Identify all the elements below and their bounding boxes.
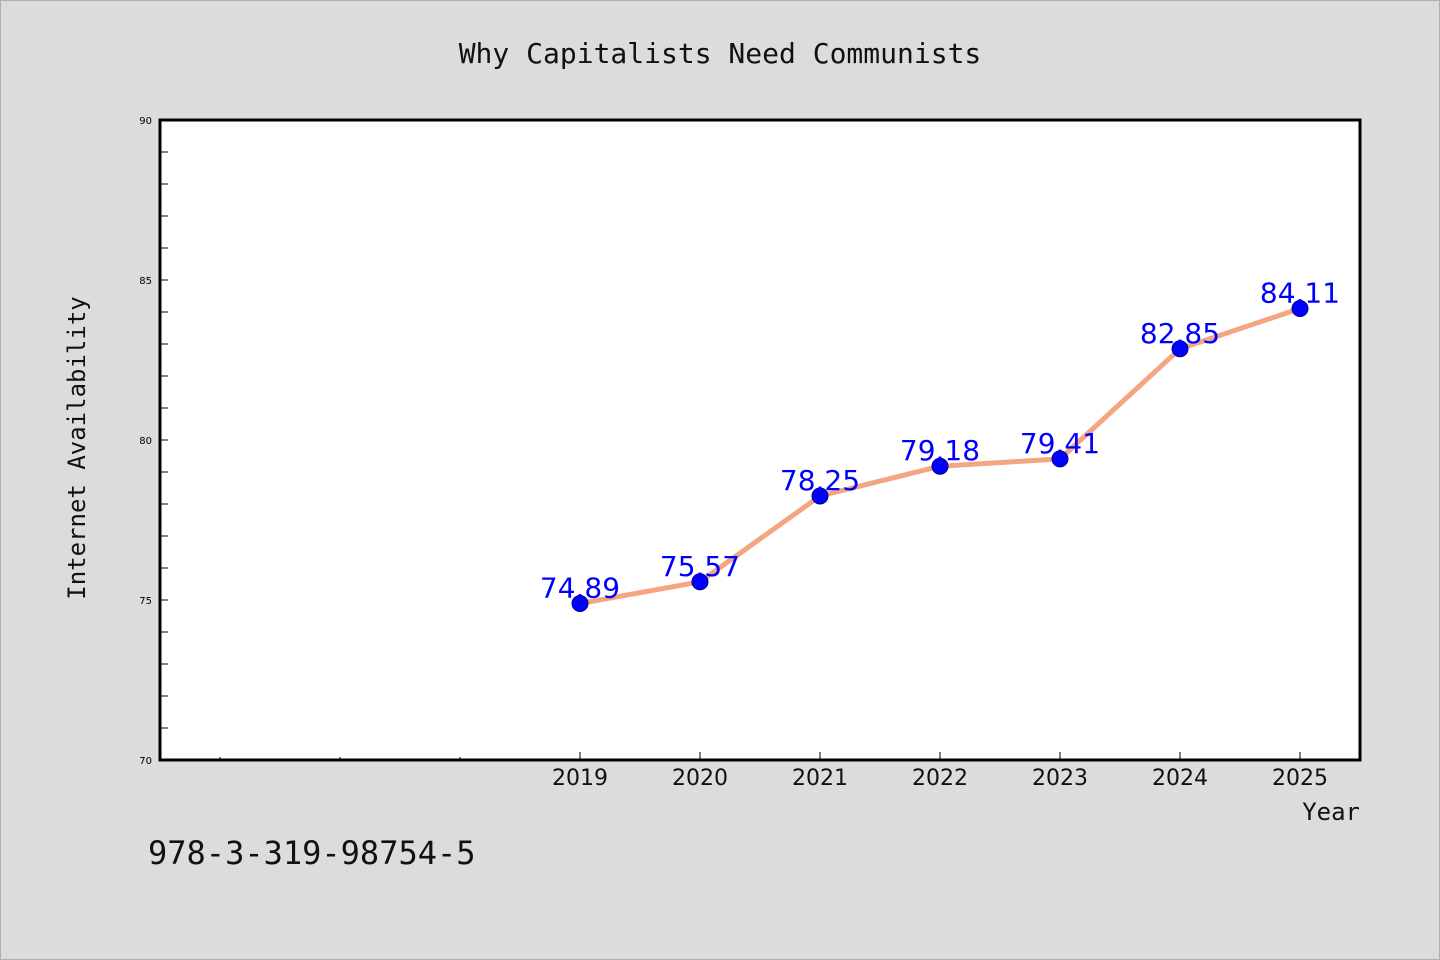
- y-tick-label: 80: [139, 436, 152, 447]
- data-label: 74.89: [540, 572, 620, 605]
- data-point: [1291, 299, 1309, 317]
- x-tick-label: 2020: [672, 766, 728, 791]
- y-axis-label: Internet Availability: [63, 296, 91, 599]
- y-axis: 70 75 80 85 90: [139, 116, 168, 767]
- data-point: [1051, 450, 1069, 468]
- y-tick-label: 85: [139, 276, 152, 287]
- data-point: [691, 573, 709, 591]
- footer-code: 978-3-319-98754-5: [148, 834, 476, 872]
- x-tick-label: 2023: [1032, 766, 1088, 791]
- x-tick-label: 2021: [792, 766, 848, 791]
- plot-area: [158, 118, 1362, 762]
- x-tick-label: 2022: [912, 766, 968, 791]
- chart-title: Why Capitalists Need Communists: [459, 37, 982, 70]
- x-tick-label: 2019: [552, 766, 608, 791]
- series-layer: 74.89 75.57 78.25 79.18 79.41 82.85 84.11: [540, 276, 1340, 613]
- data-label: 78.25: [780, 464, 860, 497]
- y-tick-label: 70: [139, 756, 152, 767]
- data-point: [931, 457, 949, 475]
- x-tick-label: 2024: [1152, 766, 1208, 791]
- x-tick-label: 2025: [1272, 766, 1328, 791]
- data-label: 79.41: [1020, 427, 1100, 460]
- data-point: [571, 595, 589, 613]
- y-tick-label: 75: [139, 596, 152, 607]
- data-label: 79.18: [900, 434, 980, 467]
- data-label: 84.11: [1260, 276, 1340, 309]
- x-axis-label: Year: [1302, 798, 1360, 826]
- y-tick-label: 90: [139, 116, 152, 127]
- data-point: [1171, 340, 1189, 358]
- data-label: 75.57: [660, 550, 740, 583]
- data-label: 82.85: [1140, 317, 1220, 350]
- x-axis: 2019 2020 2021 2022 2023 2024 2025: [219, 752, 1328, 791]
- data-point: [811, 487, 829, 505]
